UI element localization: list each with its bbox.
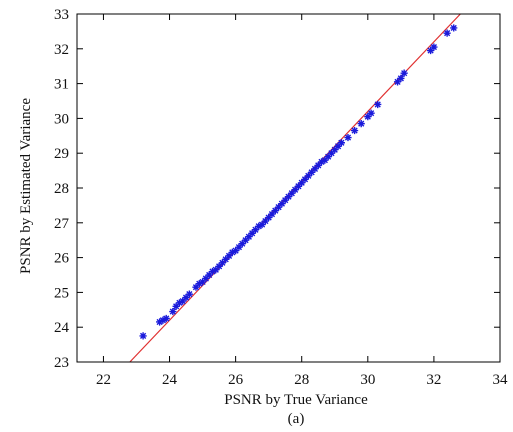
y-tick-label: 33 <box>54 7 69 23</box>
x-tick-label: 28 <box>294 372 309 388</box>
data-point <box>195 280 203 288</box>
data-point <box>251 226 260 234</box>
data-point <box>245 233 253 241</box>
data-point <box>294 182 303 190</box>
data-point <box>182 294 190 302</box>
y-tick-label: 26 <box>54 251 70 267</box>
data-point <box>284 193 293 201</box>
data-point <box>344 133 352 142</box>
y-axis-label: PSNR by Estimated Variance <box>18 98 34 274</box>
y-tick-label: 30 <box>54 111 69 127</box>
data-point <box>301 175 309 183</box>
data-point <box>185 290 193 298</box>
data-point <box>337 139 345 147</box>
data-point <box>364 113 372 121</box>
data-point <box>374 100 382 109</box>
data-point <box>232 247 240 255</box>
y-tick-label: 27 <box>54 216 70 232</box>
data-point <box>430 43 438 51</box>
x-tick-label: 22 <box>96 372 111 388</box>
data-point <box>278 200 286 208</box>
data-point <box>350 126 359 135</box>
data-point <box>235 243 243 251</box>
y-tick-label: 23 <box>54 355 69 371</box>
x-axis-ticks: 22 24 26 28 30 32 34 <box>96 14 508 388</box>
data-point <box>321 156 329 164</box>
x-tick-label: 30 <box>360 372 375 388</box>
plot-frame <box>76 13 501 363</box>
data-point <box>205 271 213 279</box>
data-point <box>327 149 336 157</box>
data-point <box>271 207 279 215</box>
data-point <box>212 266 220 274</box>
data-point <box>208 267 217 276</box>
data-point <box>255 222 263 230</box>
data-point <box>198 278 207 286</box>
data-point <box>241 236 250 244</box>
data-point <box>215 262 223 270</box>
data-point <box>228 248 236 256</box>
data-point <box>261 217 269 225</box>
data-point <box>265 213 273 222</box>
data-point <box>225 252 233 260</box>
data-point <box>281 196 289 204</box>
data-point <box>169 307 177 316</box>
data-point <box>393 78 402 86</box>
data-point <box>304 172 312 180</box>
data-point <box>202 274 210 283</box>
data-point <box>175 299 184 307</box>
data-point <box>222 255 230 263</box>
data-point <box>218 259 227 267</box>
y-tick-label: 24 <box>54 320 70 336</box>
data-point <box>450 24 458 32</box>
data-point <box>427 46 435 55</box>
y-axis-ticks: 23 24 25 26 27 28 29 30 31 32 33 <box>54 7 500 371</box>
x-tick-label: 34 <box>493 372 509 388</box>
data-point <box>443 29 451 37</box>
data-point <box>258 220 266 229</box>
y-tick-label: 29 <box>54 146 69 162</box>
y-tick-label: 25 <box>54 285 69 301</box>
data-point <box>238 240 246 248</box>
x-tick-label: 26 <box>228 372 244 388</box>
data-point <box>162 314 170 323</box>
data-point <box>298 179 306 187</box>
x-tick-label: 24 <box>162 372 178 388</box>
data-point <box>308 168 316 176</box>
data-point <box>331 146 339 154</box>
y-tick-label: 32 <box>54 42 69 58</box>
data-point <box>324 153 332 161</box>
data-point <box>357 120 365 128</box>
data-point <box>311 165 319 173</box>
data-point <box>334 142 342 150</box>
data-point <box>317 158 326 166</box>
data-point-layer <box>139 24 458 340</box>
figure-caption: (a) <box>288 411 305 427</box>
data-point <box>179 297 187 305</box>
data-point <box>156 318 164 326</box>
data-point <box>159 316 167 324</box>
data-point <box>291 186 299 194</box>
data-point <box>367 109 375 117</box>
y-tick-label: 28 <box>54 181 69 197</box>
data-point <box>314 161 322 169</box>
x-tick-label: 32 <box>426 372 441 388</box>
axes <box>76 13 501 363</box>
data-point <box>288 189 296 197</box>
data-point <box>139 332 147 340</box>
data-point <box>397 74 405 82</box>
data-point <box>192 283 200 291</box>
data-point <box>172 302 180 310</box>
data-point <box>274 203 283 211</box>
data-point <box>400 69 408 77</box>
data-point <box>268 210 276 218</box>
x-axis-label: PSNR by True Variance <box>224 392 368 408</box>
y-tick-label: 31 <box>54 77 69 93</box>
data-point <box>248 229 256 237</box>
